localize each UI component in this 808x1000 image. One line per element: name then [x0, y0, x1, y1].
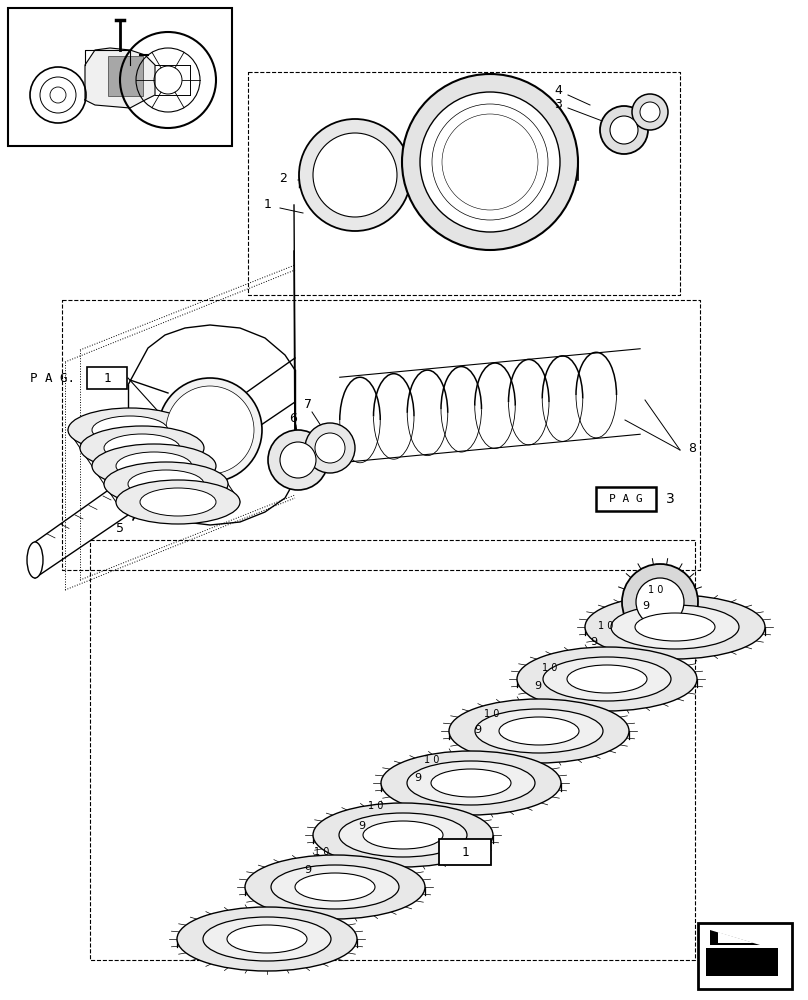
Ellipse shape — [432, 104, 548, 220]
Ellipse shape — [632, 94, 668, 130]
Ellipse shape — [92, 444, 216, 488]
Ellipse shape — [635, 613, 715, 641]
Bar — [8, 8, 232, 146]
FancyBboxPatch shape — [439, 839, 491, 865]
FancyBboxPatch shape — [596, 487, 656, 511]
Ellipse shape — [543, 657, 671, 701]
Ellipse shape — [431, 769, 511, 797]
Ellipse shape — [245, 855, 425, 919]
Text: 1: 1 — [461, 846, 469, 858]
Text: 1 0: 1 0 — [424, 755, 440, 765]
Ellipse shape — [585, 595, 765, 659]
Text: 9: 9 — [534, 681, 541, 691]
Ellipse shape — [381, 751, 561, 815]
Text: 1: 1 — [103, 371, 111, 384]
Ellipse shape — [299, 119, 411, 231]
Ellipse shape — [499, 717, 579, 745]
Ellipse shape — [104, 462, 228, 506]
Bar — [108, 56, 143, 96]
Text: 2: 2 — [279, 172, 287, 184]
Ellipse shape — [636, 578, 684, 626]
Ellipse shape — [305, 423, 355, 473]
Text: 1 0: 1 0 — [368, 801, 384, 811]
Ellipse shape — [116, 480, 240, 524]
Polygon shape — [718, 932, 754, 943]
Ellipse shape — [174, 464, 182, 472]
Text: P A G.: P A G. — [30, 371, 75, 384]
Text: 9: 9 — [474, 725, 482, 735]
Ellipse shape — [313, 133, 397, 217]
Ellipse shape — [315, 433, 345, 463]
Ellipse shape — [295, 873, 375, 901]
Ellipse shape — [449, 699, 629, 763]
Text: 8: 8 — [688, 442, 696, 454]
Ellipse shape — [442, 114, 538, 210]
Ellipse shape — [363, 821, 443, 849]
Ellipse shape — [166, 386, 254, 474]
Text: 7: 7 — [304, 398, 312, 412]
Polygon shape — [710, 930, 760, 945]
Ellipse shape — [475, 709, 603, 753]
Ellipse shape — [567, 665, 647, 693]
Text: 3: 3 — [666, 492, 675, 506]
Text: 3: 3 — [554, 98, 562, 110]
Ellipse shape — [116, 452, 192, 480]
Ellipse shape — [227, 925, 307, 953]
Ellipse shape — [420, 92, 560, 232]
Text: 9: 9 — [359, 821, 365, 831]
Ellipse shape — [402, 74, 578, 250]
Text: 9: 9 — [591, 637, 598, 647]
Ellipse shape — [27, 542, 43, 578]
Text: 9: 9 — [642, 601, 650, 611]
Bar — [706, 948, 778, 976]
Text: 9: 9 — [415, 773, 422, 783]
Ellipse shape — [177, 907, 357, 971]
Text: 5: 5 — [116, 522, 124, 534]
Ellipse shape — [517, 647, 697, 711]
Ellipse shape — [339, 813, 467, 857]
Ellipse shape — [128, 470, 204, 498]
Ellipse shape — [68, 408, 192, 452]
Ellipse shape — [640, 102, 660, 122]
Ellipse shape — [104, 434, 180, 462]
Ellipse shape — [271, 865, 399, 909]
Text: P A G: P A G — [609, 494, 643, 504]
Text: 6: 6 — [289, 412, 297, 424]
Text: 1: 1 — [264, 198, 272, 212]
FancyBboxPatch shape — [698, 923, 792, 989]
Ellipse shape — [313, 803, 493, 867]
Polygon shape — [85, 48, 155, 108]
Ellipse shape — [140, 488, 216, 516]
Text: 1 0: 1 0 — [598, 621, 614, 631]
Ellipse shape — [268, 430, 328, 490]
Ellipse shape — [80, 426, 204, 470]
Text: 1 0: 1 0 — [484, 709, 499, 719]
Text: 4: 4 — [554, 84, 562, 97]
Ellipse shape — [203, 917, 331, 961]
Text: 9: 9 — [305, 865, 312, 875]
Ellipse shape — [622, 564, 698, 640]
Text: 1 0: 1 0 — [648, 585, 663, 595]
Ellipse shape — [92, 416, 168, 444]
Ellipse shape — [610, 116, 638, 144]
Ellipse shape — [407, 761, 535, 805]
Ellipse shape — [600, 106, 648, 154]
Text: 1 0: 1 0 — [542, 663, 558, 673]
FancyBboxPatch shape — [87, 367, 127, 389]
Text: 1 0: 1 0 — [314, 847, 330, 857]
Ellipse shape — [280, 442, 316, 478]
Ellipse shape — [611, 605, 739, 649]
Ellipse shape — [158, 378, 262, 482]
